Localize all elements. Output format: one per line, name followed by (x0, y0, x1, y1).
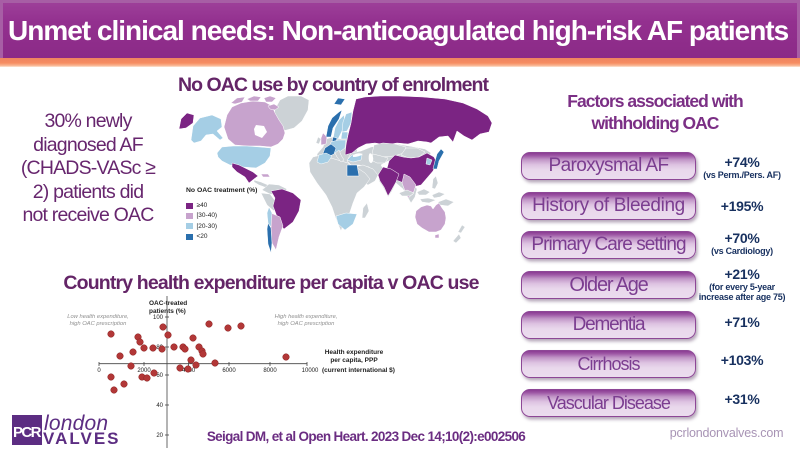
svg-text:40: 40 (156, 403, 163, 409)
svg-text:OAC-treated: OAC-treated (149, 300, 187, 307)
svg-text:high OAC prescription: high OAC prescription (278, 321, 335, 327)
svg-text:Low health expenditure,: Low health expenditure, (67, 314, 129, 320)
svg-text:per capita, PPP: per capita, PPP (330, 357, 378, 364)
svg-text:8000: 8000 (263, 368, 277, 374)
svg-text:100: 100 (153, 315, 164, 321)
svg-text:6000: 6000 (222, 368, 236, 374)
svg-text:Health expenditure: Health expenditure (325, 349, 384, 356)
svg-text:patients (%): patients (%) (149, 308, 186, 315)
svg-text:2000: 2000 (137, 368, 151, 374)
svg-text:20: 20 (156, 433, 163, 439)
svg-text:high OAC prescription: high OAC prescription (70, 321, 127, 327)
svg-text:60: 60 (156, 373, 163, 379)
svg-text:High health expenditure,: High health expenditure, (275, 314, 338, 320)
svg-text:10000: 10000 (302, 368, 319, 374)
svg-text:0: 0 (97, 368, 101, 374)
svg-text:(current international $): (current international $) (322, 367, 395, 374)
